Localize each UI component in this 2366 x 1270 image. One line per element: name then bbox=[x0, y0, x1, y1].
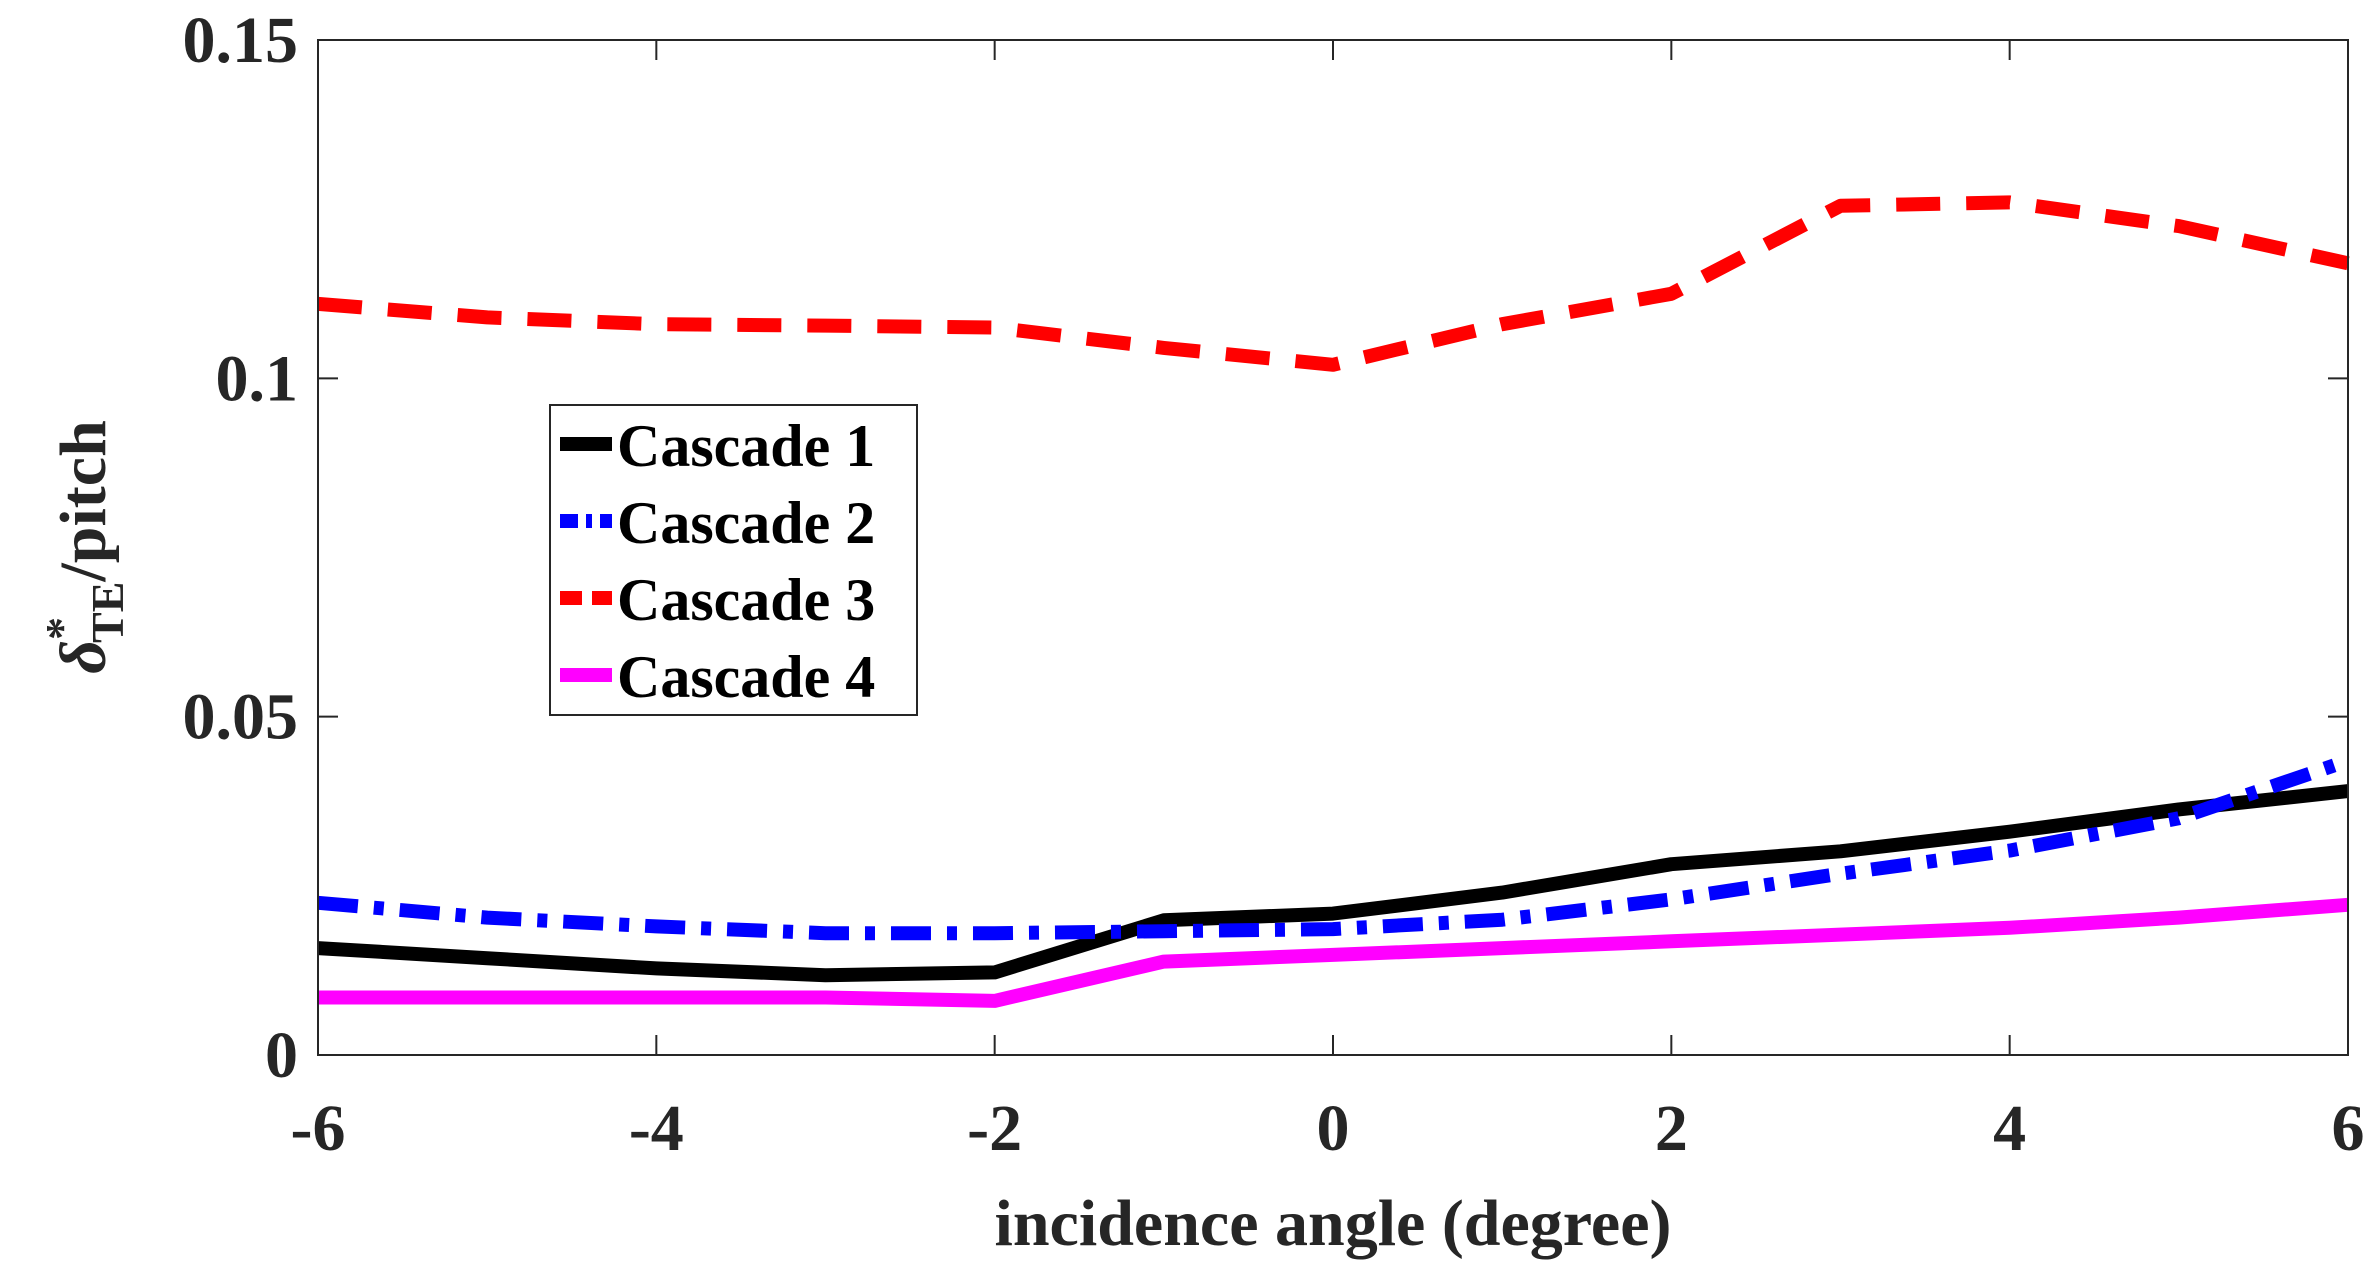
x-tick-label: 4 bbox=[1993, 1092, 2026, 1165]
legend-label-cascade-2: Cascade 2 bbox=[617, 490, 875, 556]
y-tick-label: 0.05 bbox=[183, 681, 299, 754]
y-axis-suffix: /pitch bbox=[47, 420, 120, 582]
series-layer bbox=[317, 195, 2351, 1008]
x-tick-label: -2 bbox=[967, 1092, 1022, 1165]
series-line-cascade-1 bbox=[317, 784, 2349, 983]
x-tick-label: 2 bbox=[1655, 1092, 1688, 1165]
y-axis-symbol: δ bbox=[47, 640, 120, 674]
series-line-cascade-2 bbox=[317, 754, 2351, 941]
legend-label-cascade-1: Cascade 1 bbox=[617, 413, 875, 479]
x-tick-label: 6 bbox=[2332, 1092, 2365, 1165]
series-line-cascade-3 bbox=[317, 195, 2350, 372]
x-tick-label: 0 bbox=[1317, 1092, 1350, 1165]
legend: Cascade 1 Cascade 2 Cascade 3 Cascade 4 bbox=[549, 404, 918, 716]
x-axis-title: incidence angle (degree) bbox=[995, 1187, 1672, 1260]
x-tick-label: -6 bbox=[291, 1092, 346, 1165]
y-tick-label: 0.1 bbox=[216, 342, 299, 415]
y-tick-label: 0.15 bbox=[183, 4, 299, 77]
y-axis-title: δ*TE/pitch bbox=[36, 420, 133, 674]
tick-layer: -6 -4 -2 0 2 4 6 0 0.05 0.1 0.15 bbox=[183, 4, 2365, 1165]
legend-box bbox=[549, 404, 918, 716]
series-line-cascade-4 bbox=[318, 897, 2349, 1008]
legend-label-cascade-3: Cascade 3 bbox=[617, 567, 875, 633]
y-tick-label: 0 bbox=[265, 1019, 298, 1092]
y-axis-superscript: * bbox=[36, 617, 87, 640]
legend-label-cascade-4: Cascade 4 bbox=[617, 644, 875, 710]
y-axis-subscript: TE bbox=[82, 582, 133, 643]
x-tick-label: -4 bbox=[629, 1092, 684, 1165]
